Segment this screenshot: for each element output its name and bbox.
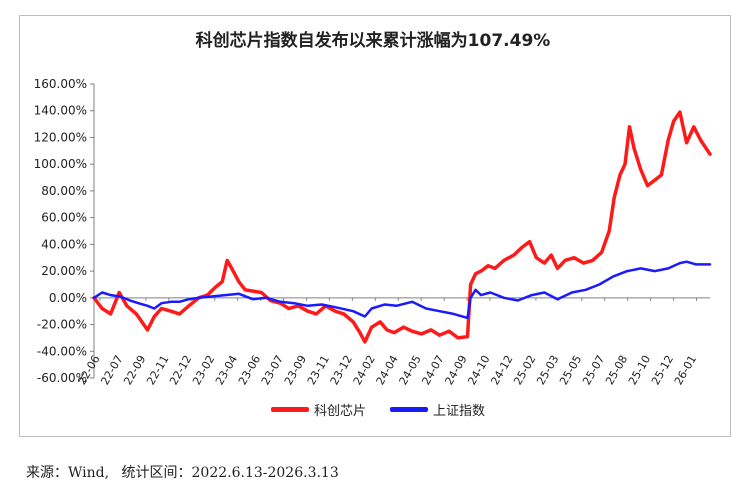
y-tick-label: 140.00% (34, 104, 87, 118)
y-tick-label: 100.00% (34, 157, 87, 171)
source-label: 来源： (26, 465, 68, 481)
y-tick-label: 0.00% (49, 291, 87, 305)
legend-item-shanghai: 上证指数 (390, 400, 485, 419)
x-tick-label: 25-03 (534, 353, 561, 387)
y-tick-label: -40.00% (37, 344, 87, 358)
y-tick-label: -60.00% (37, 371, 87, 385)
x-tick-label: 23-04 (213, 353, 240, 387)
x-tick-label: 24-02 (351, 353, 378, 387)
chart-frame (19, 15, 731, 437)
x-tick-label: 25-08 (603, 353, 630, 387)
x-tick-label: 24-09 (442, 353, 469, 387)
x-tick-label: 23-09 (282, 353, 309, 387)
y-tick-label: 120.00% (34, 130, 87, 144)
y-tick-label: 80.00% (41, 184, 87, 198)
x-tick-label: 24-12 (488, 353, 515, 387)
x-tick-label: 24-10 (465, 353, 492, 387)
x-tick-label: 22-11 (144, 353, 171, 387)
x-tick-label: 22-12 (167, 353, 194, 387)
period-value: 2022.6.13-2026.3.13 (191, 465, 339, 481)
y-tick-label: 60.00% (41, 211, 87, 225)
y-tick-label: 160.00% (34, 77, 87, 91)
period-label: 统计区间： (121, 465, 192, 481)
series-line-kechuang (92, 110, 712, 344)
x-tick-label: 24-04 (374, 353, 401, 387)
x-tick-label: 22-07 (98, 353, 125, 387)
x-tick-label: 23-02 (190, 353, 217, 387)
x-tick-label: 25-12 (649, 353, 676, 387)
y-tick-label: 20.00% (41, 264, 87, 278)
x-tick-label: 25-10 (626, 353, 653, 387)
x-tick-label: 26-01 (672, 353, 699, 387)
legend-label-shanghai: 上证指数 (433, 403, 486, 419)
legend-swatch-kechuang (271, 406, 309, 412)
x-tick-label: 22-09 (121, 353, 148, 387)
x-tick-label: 23-06 (236, 353, 263, 387)
x-tick-label: 25-07 (580, 353, 607, 387)
series-line-shanghai (92, 260, 712, 320)
x-tick-label: 24-07 (419, 353, 446, 387)
x-tick-label: 24-05 (397, 353, 424, 387)
x-tick-label: 23-11 (305, 353, 332, 387)
y-tick-label: -20.00% (37, 318, 87, 332)
legend-item-kechuang: 科创芯片 (271, 400, 366, 419)
y-tick-label: 40.00% (41, 237, 87, 251)
x-tick-label: 25-02 (511, 353, 538, 387)
legend-swatch-shanghai (390, 406, 429, 412)
legend-label-kechuang: 科创芯片 (314, 403, 367, 419)
x-tick-label: 23-12 (328, 353, 355, 387)
chart-title: 科创芯片指数自发布以来累计涨幅为107.49% (195, 31, 551, 51)
source-value: Wind, (68, 465, 110, 481)
x-tick-label: 25-05 (557, 353, 584, 387)
source-note: 来源：Wind, 统计区间：2022.6.13-2026.3.13 (26, 462, 339, 482)
legend: 科创芯片 上证指数 (271, 399, 509, 419)
x-tick-label: 23-07 (259, 353, 286, 387)
